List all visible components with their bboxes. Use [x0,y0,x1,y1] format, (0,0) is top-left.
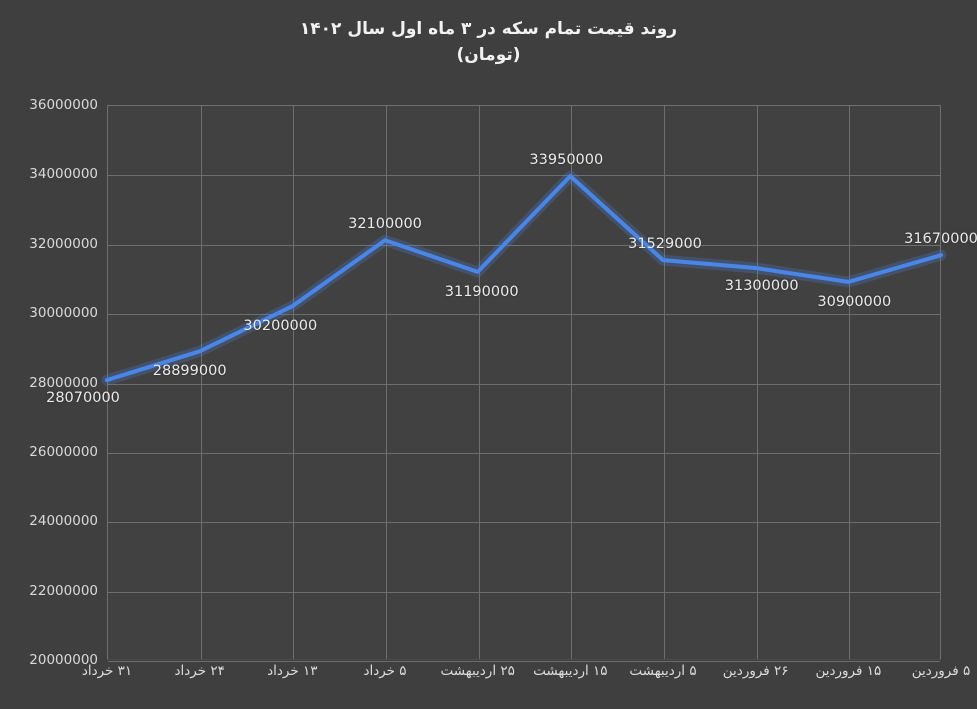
gridline-vertical [756,106,758,659]
y-tick-label: 22000000 [29,582,98,599]
x-axis: ۵ فروردین ۱۵ فروردین ۲۶ فروردین ۵ اردیبهشت ۱… [82,663,970,703]
gridline-vertical [478,106,480,659]
gridline-vertical [664,106,665,659]
x-tick-label: ۳۱ خرداد [81,663,133,679]
gridline-horizontal [108,591,940,593]
y-tick-label: 26000000 [29,443,98,460]
gridline-horizontal [108,244,940,246]
gridline-horizontal [108,661,940,662]
gridline-horizontal [108,383,940,385]
y-axis: 36000000 34000000 32000000 30000000 28000000… [0,0,107,709]
x-tick-label: ۵ خرداد [363,663,407,679]
plot-area [107,105,941,662]
y-tick-label: 36000000 [29,97,98,113]
y-tick-label: 32000000 [29,235,98,252]
y-tick-label: 30000000 [29,305,98,322]
y-tick-label: 28000000 [29,374,98,391]
gridline-horizontal [108,175,940,177]
x-tick-label: ۱۵ فروردین [815,663,882,679]
x-tick-label: ۱۵ اردیبهشت [533,663,608,679]
gridline-vertical [386,106,387,659]
gridline-horizontal [108,314,940,316]
gridline-horizontal [108,522,940,524]
x-tick-label: ۲۶ فروردین [722,663,789,679]
gridline-vertical [571,106,573,659]
x-tick-label: ۵ اردیبهشت [629,663,697,679]
chart-title-line2: (تومان) [456,45,521,66]
x-tick-label: ۱۳ خرداد [267,663,318,679]
y-tick-label: 20000000 [29,652,98,668]
gridline-vertical [293,106,295,659]
chart-title: روند قیمت تمام سکه در ۳ ماه اول سال ۱۴۰۲… [0,16,977,69]
gridline-horizontal [108,452,940,454]
x-tick-label: ۲۴ خرداد [174,663,225,679]
chart-title-line1: روند قیمت تمام سکه در ۳ ماه اول سال ۱۴۰۲ [299,19,678,39]
x-tick-label: ۲۵ اردیبهشت [440,663,515,679]
gridline-vertical [849,106,851,659]
y-tick-label: 34000000 [29,166,98,183]
x-tick-label: ۵ فروردین [911,663,971,679]
y-tick-label: 24000000 [29,513,98,530]
gridline-vertical [200,106,202,659]
